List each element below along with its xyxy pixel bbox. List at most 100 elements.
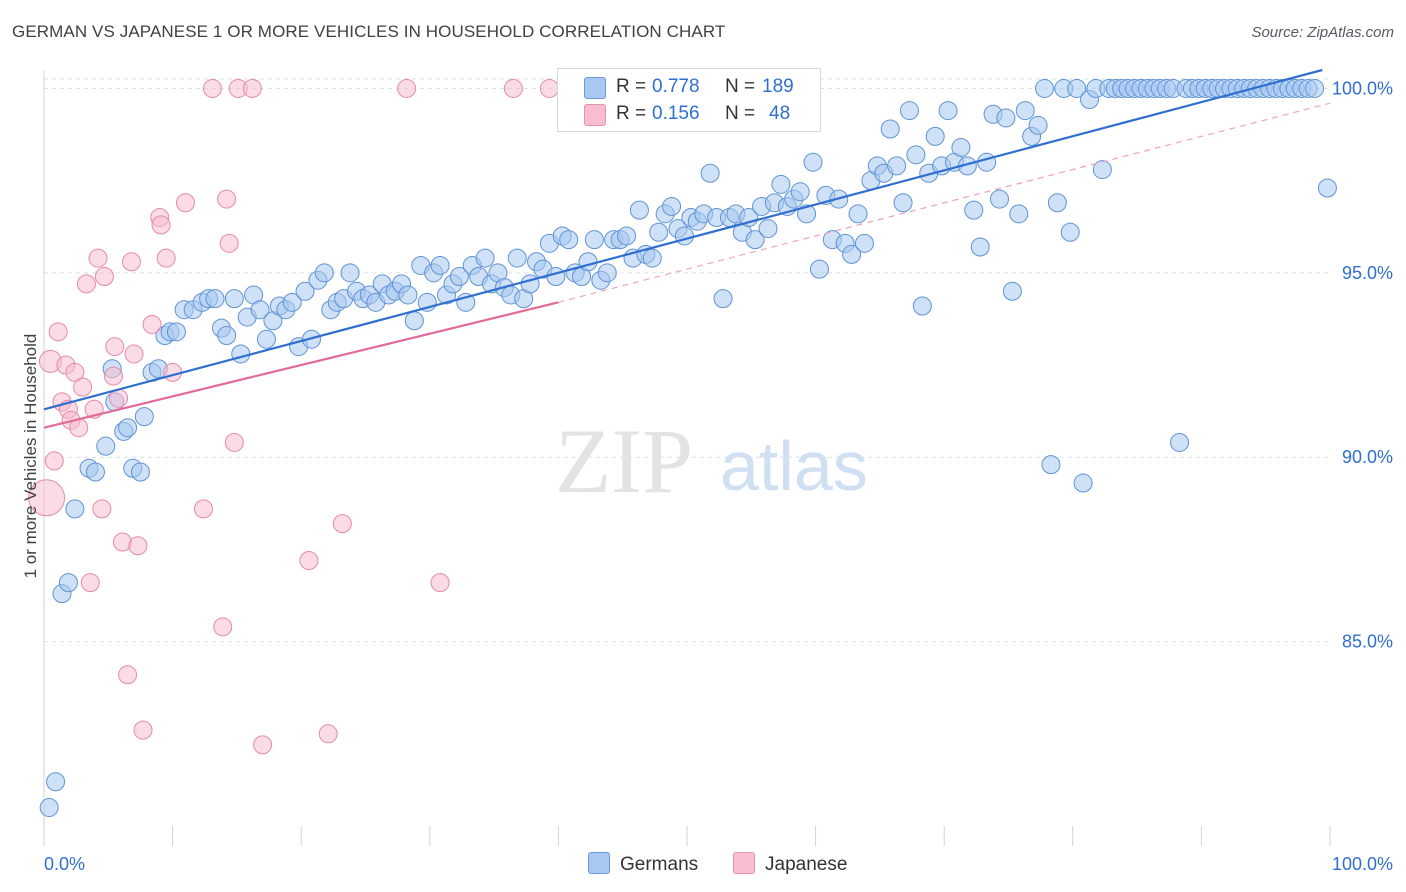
point-germans: [880, 119, 900, 139]
point-japanese: [65, 362, 85, 382]
point-germans: [546, 267, 566, 287]
point-japanese: [430, 573, 450, 593]
japanese-n-label: N =: [725, 103, 756, 124]
point-germans: [282, 292, 302, 312]
point-germans: [130, 462, 150, 482]
point-germans: [951, 137, 971, 157]
legend-item-japanese: Japanese: [733, 851, 847, 879]
y-axis-label-wrap: 1 or more Vehicles in Household: [16, 0, 46, 892]
point-germans: [713, 289, 733, 309]
japanese-r-value: 0.156: [652, 103, 700, 124]
point-germans: [938, 101, 958, 121]
point-germans: [224, 289, 244, 309]
point-japanese: [44, 451, 64, 471]
point-germans: [559, 230, 579, 250]
point-germans: [65, 499, 85, 519]
point-germans: [205, 289, 225, 309]
japanese-r-label: R =: [616, 103, 647, 124]
point-japanese: [299, 550, 319, 570]
legend-germans-label: Germans: [620, 854, 699, 875]
point-germans: [854, 233, 874, 253]
point-japanese: [318, 724, 338, 744]
point-japanese: [92, 499, 112, 519]
point-japanese: [253, 735, 273, 755]
point-japanese: [28, 479, 66, 517]
point-germans: [629, 200, 649, 220]
point-germans: [96, 436, 116, 456]
point-germans: [1028, 115, 1048, 135]
point-germans: [1305, 78, 1325, 98]
point-germans: [758, 219, 778, 239]
point-japanese: [142, 314, 162, 334]
germans-r-value: 0.778: [652, 76, 700, 97]
point-germans: [848, 204, 868, 224]
point-germans: [46, 772, 66, 792]
point-germans: [771, 174, 791, 194]
point-germans: [617, 226, 637, 246]
point-japanese: [156, 248, 176, 268]
stats-box: R = 0.778 N = 189 R = 0.156 N = 48: [557, 68, 821, 132]
point-germans: [649, 222, 669, 242]
point-japanese: [103, 366, 123, 386]
point-germans: [134, 407, 154, 427]
point-japanese: [121, 252, 141, 272]
point-japanese: [124, 344, 144, 364]
point-germans: [809, 259, 829, 279]
point-germans: [803, 152, 823, 172]
point-japanese: [76, 274, 96, 294]
point-japanese: [193, 499, 213, 519]
point-japanese: [503, 78, 523, 98]
point-germans: [790, 182, 810, 202]
y-axis-label: 1 or more Vehicles in Household: [21, 333, 40, 579]
point-germans: [314, 263, 334, 283]
point-germans: [231, 344, 251, 364]
point-germans: [996, 108, 1016, 128]
point-germans: [842, 244, 862, 264]
point-germans: [893, 193, 913, 213]
legend-japanese-swatch: [733, 852, 755, 874]
point-germans: [912, 296, 932, 316]
chart-title: GERMAN VS JAPANESE 1 OR MORE VEHICLES IN…: [12, 22, 726, 41]
legend: Germans Japanese: [0, 851, 1406, 879]
point-japanese: [94, 267, 114, 287]
point-germans: [1035, 78, 1055, 98]
point-germans: [58, 573, 78, 593]
point-germans: [166, 322, 186, 342]
trend-line-japanese-extension: [558, 102, 1331, 303]
germans-swatch: [584, 77, 606, 99]
point-germans: [584, 230, 604, 250]
point-japanese: [118, 665, 138, 685]
y-tick-label: 95.0%: [1342, 263, 1393, 283]
japanese-swatch: [584, 104, 606, 126]
point-germans: [217, 326, 237, 346]
point-germans: [295, 281, 315, 301]
point-japanese: [133, 720, 153, 740]
watermark-zip: ZIP: [555, 410, 693, 512]
point-japanese: [397, 78, 417, 98]
point-japanese: [217, 189, 237, 209]
point-germans: [989, 189, 1009, 209]
point-germans: [398, 285, 418, 305]
point-germans: [700, 163, 720, 183]
point-germans: [797, 204, 817, 224]
point-japanese: [219, 233, 239, 253]
point-germans: [887, 156, 907, 176]
point-japanese: [80, 573, 100, 593]
point-germans: [1170, 432, 1190, 452]
germans-r-label: R =: [616, 76, 647, 97]
point-germans: [1009, 204, 1029, 224]
point-germans: [404, 311, 424, 331]
point-germans: [1092, 160, 1112, 180]
point-germans: [1073, 473, 1093, 493]
point-japanese: [175, 193, 195, 213]
legend-germans-swatch: [588, 852, 610, 874]
point-japanese: [539, 78, 559, 98]
watermark-atlas: atlas: [720, 427, 868, 505]
point-germans: [507, 248, 527, 268]
point-germans: [899, 101, 919, 121]
point-germans: [578, 252, 598, 272]
point-japanese: [213, 617, 233, 637]
point-germans: [449, 267, 469, 287]
point-germans: [1015, 101, 1035, 121]
point-germans: [1060, 222, 1080, 242]
